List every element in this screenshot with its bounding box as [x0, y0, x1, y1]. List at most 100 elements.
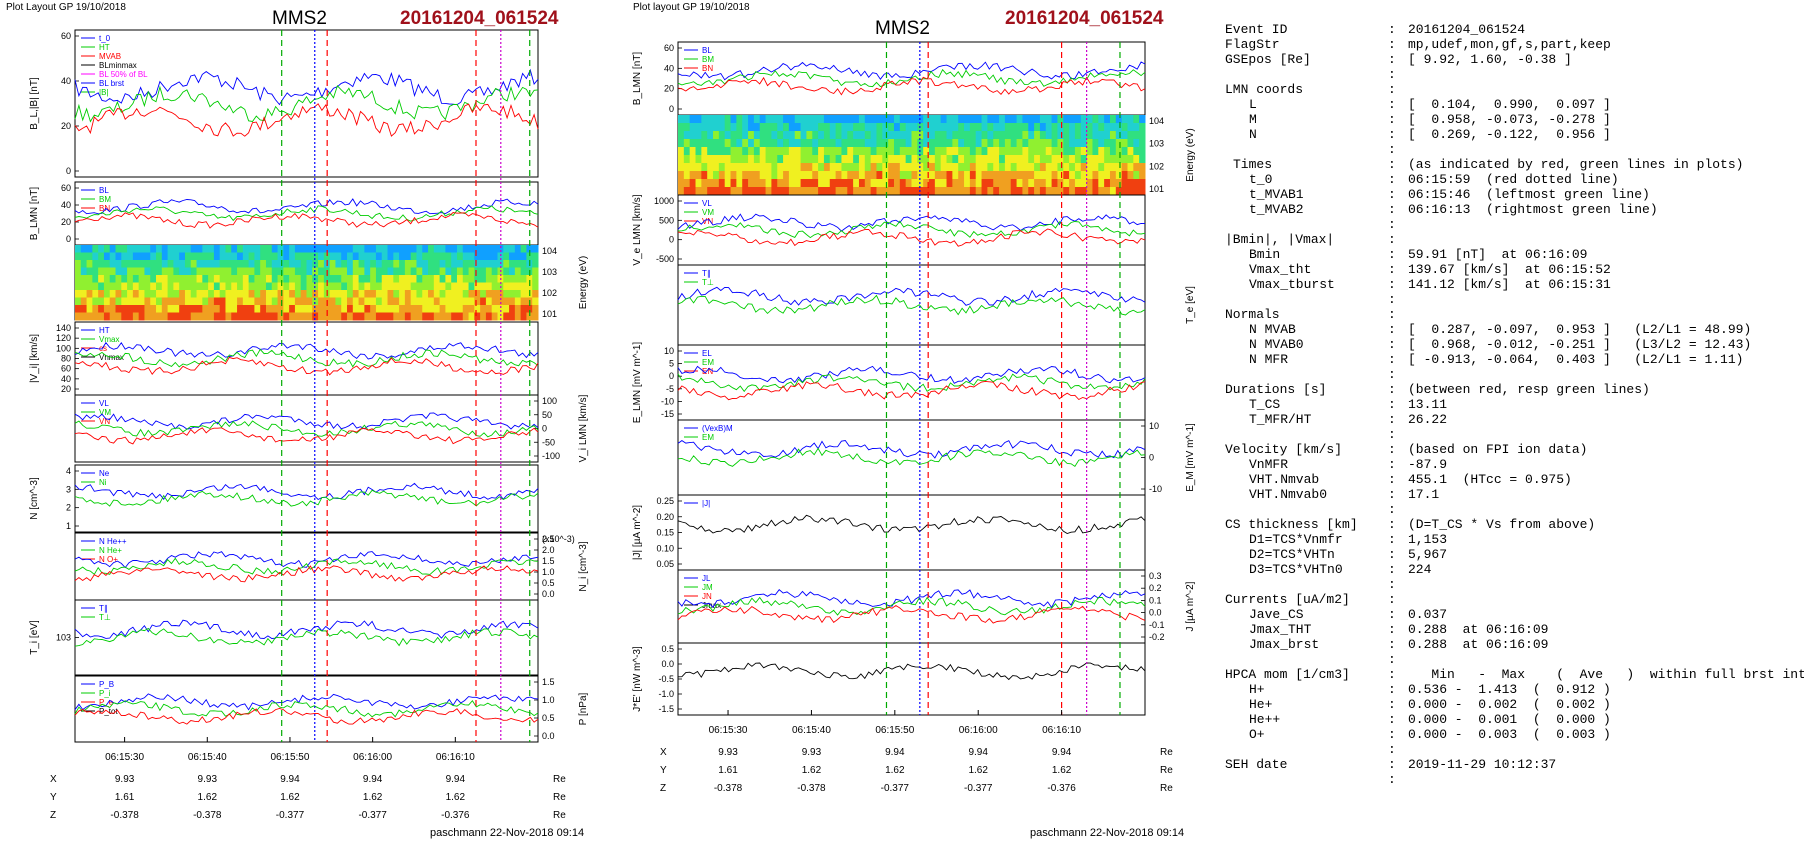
spectrogram-cell: [1034, 171, 1041, 180]
spectrogram-cell: [1104, 155, 1111, 164]
summary-colon: :: [1388, 172, 1396, 187]
spectrogram-cell: [387, 252, 394, 261]
spectrogram-cell: [480, 297, 487, 306]
x-tick-label: 06:16:00: [353, 752, 392, 763]
spectrogram-cell: [823, 187, 831, 196]
spectrogram-cell: [958, 115, 965, 124]
spectrogram-cell: [202, 275, 209, 283]
spectrogram-cell: [783, 139, 790, 148]
spectrogram-cell: [707, 115, 714, 124]
series-line: [74, 103, 539, 137]
spectrogram-cell: [92, 282, 99, 291]
spectrogram-cell: [179, 252, 186, 261]
spectrogram-cell: [1004, 179, 1012, 188]
spectrogram-cell: [911, 155, 918, 164]
spectrogram-cell: [940, 171, 948, 180]
spectrogram-cell: [491, 290, 498, 298]
spectrogram-cell: [485, 267, 493, 276]
spectrogram-cell: [905, 123, 912, 132]
spectrogram-cell: [115, 305, 122, 313]
spectrogram-cell: [277, 260, 284, 268]
spectrogram-cell: [771, 179, 778, 188]
spectrogram-cell: [231, 267, 238, 276]
spectrogram-cell: [173, 275, 180, 283]
spectrogram-cell: [1109, 115, 1117, 124]
spectrogram-cell: [870, 187, 877, 196]
ephemeris-value: 9.94: [280, 774, 300, 785]
spectrogram-cell: [993, 163, 1000, 172]
spectrogram-cell: [1045, 187, 1053, 196]
spectrogram-cell: [370, 290, 377, 298]
spectrogram-cell: [707, 139, 714, 148]
spectrogram-cell: [179, 305, 186, 313]
y-tick-label: 100: [56, 343, 71, 353]
spectrogram-cell: [987, 155, 994, 164]
spectrogram-cell: [358, 297, 365, 306]
spectrogram-cell: [509, 260, 516, 268]
spectrogram-cell: [393, 282, 400, 291]
spectrogram-cell: [399, 290, 406, 298]
spectrogram-cell: [509, 252, 516, 261]
spectrogram-cell: [864, 139, 872, 148]
summary-key: Velocity [km/s]: [1225, 442, 1343, 457]
spectrogram-cell: [312, 260, 319, 268]
spectrogram-cell: [179, 245, 186, 253]
spectrogram-cell: [422, 252, 429, 261]
legend-entry: EL: [702, 349, 712, 358]
summary-key: t_MVAB1: [1249, 187, 1304, 202]
spectrogram-cell: [445, 282, 452, 291]
spectrogram-cell: [150, 312, 157, 321]
spectrogram-cell: [818, 115, 825, 124]
spectrogram-cell: [404, 312, 412, 321]
spectrogram-cell: [433, 297, 441, 306]
summary-value: Min - Max ( Ave ) within full brst int: [1408, 667, 1804, 682]
spectrogram-cell: [485, 282, 493, 291]
ephemeris-value: -0.376: [441, 810, 470, 821]
spectrogram-cell: [742, 171, 749, 180]
spectrogram-cell: [765, 115, 772, 124]
series-line: [677, 220, 1146, 239]
spectrogram-cell: [381, 245, 389, 253]
spectrogram-cell: [428, 267, 435, 276]
spectrogram-cell: [75, 297, 82, 306]
series-line: [74, 420, 539, 438]
spectrogram-cell: [701, 187, 708, 196]
spectrogram-cell: [213, 312, 221, 321]
spectrogram-cell: [520, 252, 527, 261]
spectrogram-cell: [1034, 179, 1041, 188]
spectrogram-cell: [695, 123, 702, 132]
spectrogram-cell: [753, 155, 761, 164]
spectrogram-cell: [387, 267, 394, 276]
spectrogram-cell: [981, 179, 988, 188]
spectrogram-cell: [173, 252, 180, 261]
spectrogram-cell: [410, 290, 417, 298]
spectrogram-cell: [870, 115, 877, 124]
summary-colon: :: [1388, 202, 1396, 217]
y-axis-label: |J| [µA m^-2]: [632, 505, 643, 560]
panel-frame: [74, 321, 539, 396]
spectrogram-cell: [695, 147, 702, 156]
spectrogram-cell: [911, 131, 918, 140]
spectrogram-cell: [759, 115, 767, 124]
spectrogram-cell: [958, 163, 965, 172]
spectrogram-cell: [532, 275, 539, 283]
ephemeris-value: -0.378: [193, 810, 222, 821]
spectrogram-cell: [689, 155, 697, 164]
spectrogram-cell: [1127, 187, 1134, 196]
y-tick-label: -50: [542, 437, 555, 447]
spectrogram-cell: [433, 305, 441, 313]
spectrogram-cell: [753, 147, 761, 156]
spectrogram-cell: [771, 171, 778, 180]
spectrogram-cell: [823, 155, 831, 164]
spectrogram-cell: [260, 252, 267, 261]
spectrogram-cell: [946, 115, 953, 124]
spectrogram-cell: [375, 297, 383, 306]
spectrogram-cell: [491, 312, 498, 321]
spectrogram-cell: [748, 115, 755, 124]
spectrogram-cell: [156, 267, 163, 276]
ephemeris-value: 1.61: [115, 792, 135, 803]
spectrogram-cell: [911, 163, 918, 172]
spectrogram-cell: [1016, 115, 1023, 124]
spectrogram-cell: [946, 147, 953, 156]
spectrogram-cell: [870, 163, 877, 172]
